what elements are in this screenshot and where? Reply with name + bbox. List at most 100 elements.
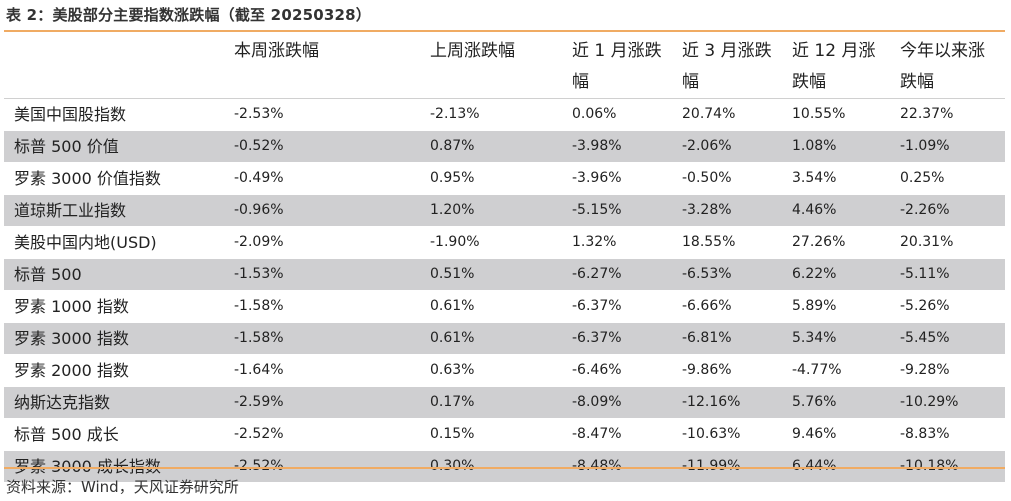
return-cell: -6.37%: [568, 322, 678, 355]
return-cell: -8.09%: [568, 386, 678, 419]
return-cell: -10.29%: [896, 386, 1005, 419]
return-cell: 1.20%: [426, 194, 568, 227]
return-cell: -1.53%: [230, 258, 426, 291]
return-cell: -9.86%: [678, 354, 788, 387]
return-cell: -2.06%: [678, 130, 788, 163]
index-name-cell: 标普 500 成长: [4, 418, 230, 451]
return-cell: -3.98%: [568, 130, 678, 163]
return-cell: -5.11%: [896, 258, 1005, 291]
table-body: 美国中国股指数 -2.53% -2.13% 0.06% 20.74% 10.55% 22.3…: [4, 98, 1005, 483]
table-row: 罗素 3000 指数 -1.58% 0.61% -6.37% -6.81% 5.34% -5…: [4, 322, 1005, 355]
table-header: 本周涨跌幅 上周涨跌幅 近 1 月涨跌幅 近 3 月涨跌幅 近 12 月涨跌幅 …: [4, 32, 1005, 99]
return-cell: -6.53%: [678, 258, 788, 291]
return-cell: -6.27%: [568, 258, 678, 291]
return-cell: -6.81%: [678, 322, 788, 355]
index-name-cell: 罗素 3000 指数: [4, 322, 230, 355]
return-cell: -2.13%: [426, 98, 568, 131]
return-cell: -1.64%: [230, 354, 426, 387]
return-cell: 20.74%: [678, 98, 788, 131]
return-cell: 0.51%: [426, 258, 568, 291]
return-cell: 1.32%: [568, 226, 678, 259]
index-name-cell: 罗素 3000 成长指数: [4, 450, 230, 483]
return-cell: 0.25%: [896, 162, 1005, 195]
top-rule: [4, 30, 1005, 32]
return-cell: 3.54%: [788, 162, 896, 195]
return-cell: 0.06%: [568, 98, 678, 131]
table-row: 标普 500 成长 -2.52% 0.15% -8.47% -10.63% 9.46% -8…: [4, 418, 1005, 451]
return-cell: -5.15%: [568, 194, 678, 227]
return-cell: -3.28%: [678, 194, 788, 227]
return-cell: -10.63%: [678, 418, 788, 451]
return-cell: -8.48%: [568, 450, 678, 483]
return-cell: 10.55%: [788, 98, 896, 131]
return-cell: 0.30%: [426, 450, 568, 483]
return-cell: -0.49%: [230, 162, 426, 195]
return-cell: -6.37%: [568, 290, 678, 323]
return-cell: 0.63%: [426, 354, 568, 387]
return-cell: -5.45%: [896, 322, 1005, 355]
return-cell: -1.09%: [896, 130, 1005, 163]
return-cell: -2.52%: [230, 418, 426, 451]
return-cell: -1.90%: [426, 226, 568, 259]
return-cell: 0.87%: [426, 130, 568, 163]
return-cell: 6.44%: [788, 450, 896, 483]
return-cell: 27.26%: [788, 226, 896, 259]
return-cell: 0.15%: [426, 418, 568, 451]
header-12m: 近 12 月涨跌幅: [792, 41, 876, 92]
return-cell: -5.26%: [896, 290, 1005, 323]
return-cell: 1.08%: [788, 130, 896, 163]
return-cell: 4.46%: [788, 194, 896, 227]
return-cell: -0.50%: [678, 162, 788, 195]
return-cell: 18.55%: [678, 226, 788, 259]
return-cell: -3.96%: [568, 162, 678, 195]
return-cell: 22.37%: [896, 98, 1005, 131]
header-1m: 近 1 月涨跌幅: [572, 41, 662, 92]
source-note: 资料来源：Wind，天风证券研究所: [6, 478, 239, 496]
index-name-cell: 罗素 2000 指数: [4, 354, 230, 387]
return-cell: -1.58%: [230, 322, 426, 355]
index-name-cell: 纳斯达克指数: [4, 386, 230, 419]
return-cell: 20.31%: [896, 226, 1005, 259]
return-cell: -1.58%: [230, 290, 426, 323]
table-caption: 表 2：美股部分主要指数涨跌幅（截至 20250328）: [6, 6, 371, 24]
table-row: 纳斯达克指数 -2.59% 0.17% -8.09% -12.16% 5.76% -10.2…: [4, 386, 1005, 419]
table-row: 罗素 1000 指数 -1.58% 0.61% -6.37% -6.66% 5.89% -5…: [4, 290, 1005, 323]
index-return-table: 本周涨跌幅 上周涨跌幅 近 1 月涨跌幅 近 3 月涨跌幅 近 12 月涨跌幅 …: [4, 32, 1005, 483]
return-cell: 5.89%: [788, 290, 896, 323]
return-cell: -10.18%: [896, 450, 1005, 483]
return-cell: -4.77%: [788, 354, 896, 387]
header-last-week: 上周涨跌幅: [430, 41, 515, 61]
return-cell: 9.46%: [788, 418, 896, 451]
bottom-rule: [4, 467, 1005, 469]
table-row: 标普 500 价值 -0.52% 0.87% -3.98% -2.06% 1.08% -1.…: [4, 130, 1005, 163]
return-cell: 5.34%: [788, 322, 896, 355]
table-row: 罗素 3000 价值指数 -0.49% 0.95% -3.96% -0.50% 3.54%…: [4, 162, 1005, 195]
return-cell: 0.61%: [426, 290, 568, 323]
header-ytd: 今年以来涨跌幅: [900, 41, 985, 92]
return-cell: -12.16%: [678, 386, 788, 419]
return-cell: -6.66%: [678, 290, 788, 323]
index-name-cell: 罗素 1000 指数: [4, 290, 230, 323]
header-3m: 近 3 月涨跌幅: [682, 41, 772, 92]
return-cell: 5.76%: [788, 386, 896, 419]
return-cell: 0.17%: [426, 386, 568, 419]
table-row: 罗素 3000 成长指数-2.52%0.30%-8.48%-11.99%6.44…: [4, 450, 1005, 483]
return-cell: -9.28%: [896, 354, 1005, 387]
index-name-cell: 罗素 3000 价值指数: [4, 162, 230, 195]
return-cell: -6.46%: [568, 354, 678, 387]
return-cell: -2.53%: [230, 98, 426, 131]
header-name: [4, 32, 230, 99]
return-cell: 0.61%: [426, 322, 568, 355]
return-cell: 0.95%: [426, 162, 568, 195]
table-row: 美国中国股指数 -2.53% -2.13% 0.06% 20.74% 10.55% 22.3…: [4, 98, 1005, 131]
table-row: 标普 500 -1.53% 0.51% -6.27% -6.53% 6.22% -5.11%: [4, 258, 1005, 291]
index-name-cell: 标普 500: [4, 258, 230, 291]
return-cell: -8.83%: [896, 418, 1005, 451]
table-row: 罗素 2000 指数 -1.64% 0.63% -6.46% -9.86% -4.77% -…: [4, 354, 1005, 387]
return-cell: 6.22%: [788, 258, 896, 291]
table-row: 美股中国内地(USD) -2.09% -1.90% 1.32% 18.55% 27.26%…: [4, 226, 1005, 259]
header-week: 本周涨跌幅: [234, 41, 319, 61]
index-name-cell: 道琼斯工业指数: [4, 194, 230, 227]
table-row: 道琼斯工业指数 -0.96% 1.20% -5.15% -3.28% 4.46% -2.26…: [4, 194, 1005, 227]
return-cell: -11.99%: [678, 450, 788, 483]
